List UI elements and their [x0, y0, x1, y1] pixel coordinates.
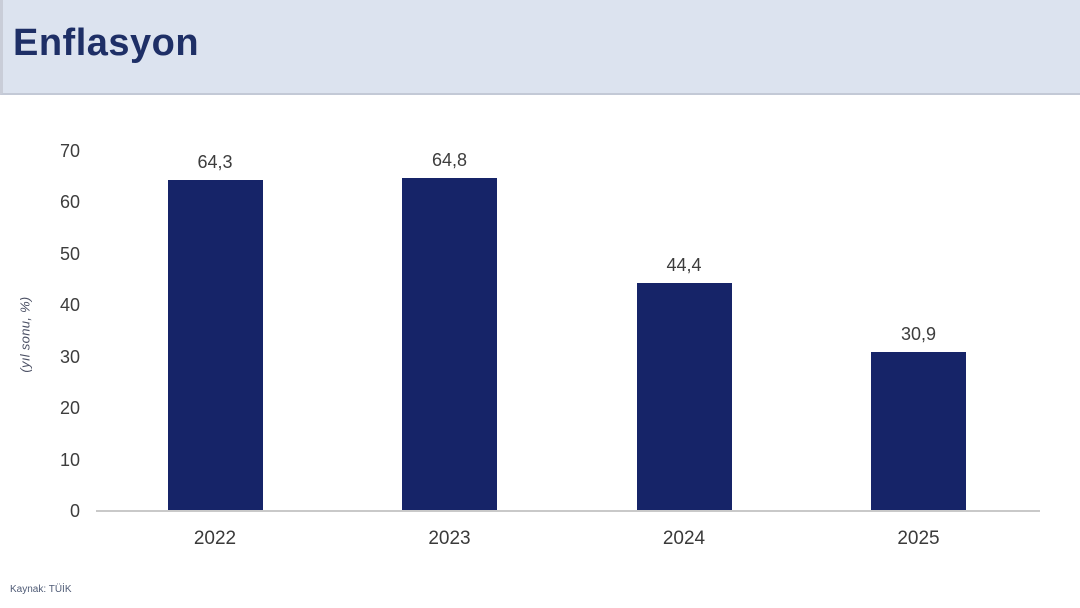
- x-axis-line: [96, 510, 1040, 512]
- y-tick-label: 50: [59, 243, 80, 264]
- bar: [636, 283, 732, 511]
- source-note: Kaynak: TÜİK: [10, 584, 72, 595]
- y-tick-label: 30: [59, 346, 80, 367]
- bar: [402, 178, 497, 511]
- page-title: Enflasyon: [13, 22, 200, 64]
- x-tick-label: 2023: [428, 528, 471, 549]
- header-band: Enflasyon: [0, 0, 1080, 95]
- x-tick-label: 2024: [662, 528, 706, 549]
- y-tick-label: 20: [59, 398, 80, 419]
- y-tick-label: 10: [59, 449, 80, 470]
- y-tick-label: 60: [59, 192, 80, 213]
- bar-value-label: 30,9: [900, 324, 937, 344]
- bar: [167, 180, 263, 511]
- y-tick-label: 70: [59, 141, 80, 161]
- bar: [871, 352, 966, 511]
- x-tick-label: 2025: [897, 528, 940, 549]
- x-tick-label: 2022: [193, 528, 237, 549]
- bar-value-label: 64,8: [431, 150, 468, 170]
- y-axis-title: (yıl sonu, %): [17, 296, 33, 373]
- y-tick-label: 40: [59, 295, 80, 316]
- bar-value-label: 64,3: [197, 152, 233, 172]
- bar-value-label: 44,4: [666, 255, 702, 275]
- y-tick-label: 0: [69, 501, 80, 521]
